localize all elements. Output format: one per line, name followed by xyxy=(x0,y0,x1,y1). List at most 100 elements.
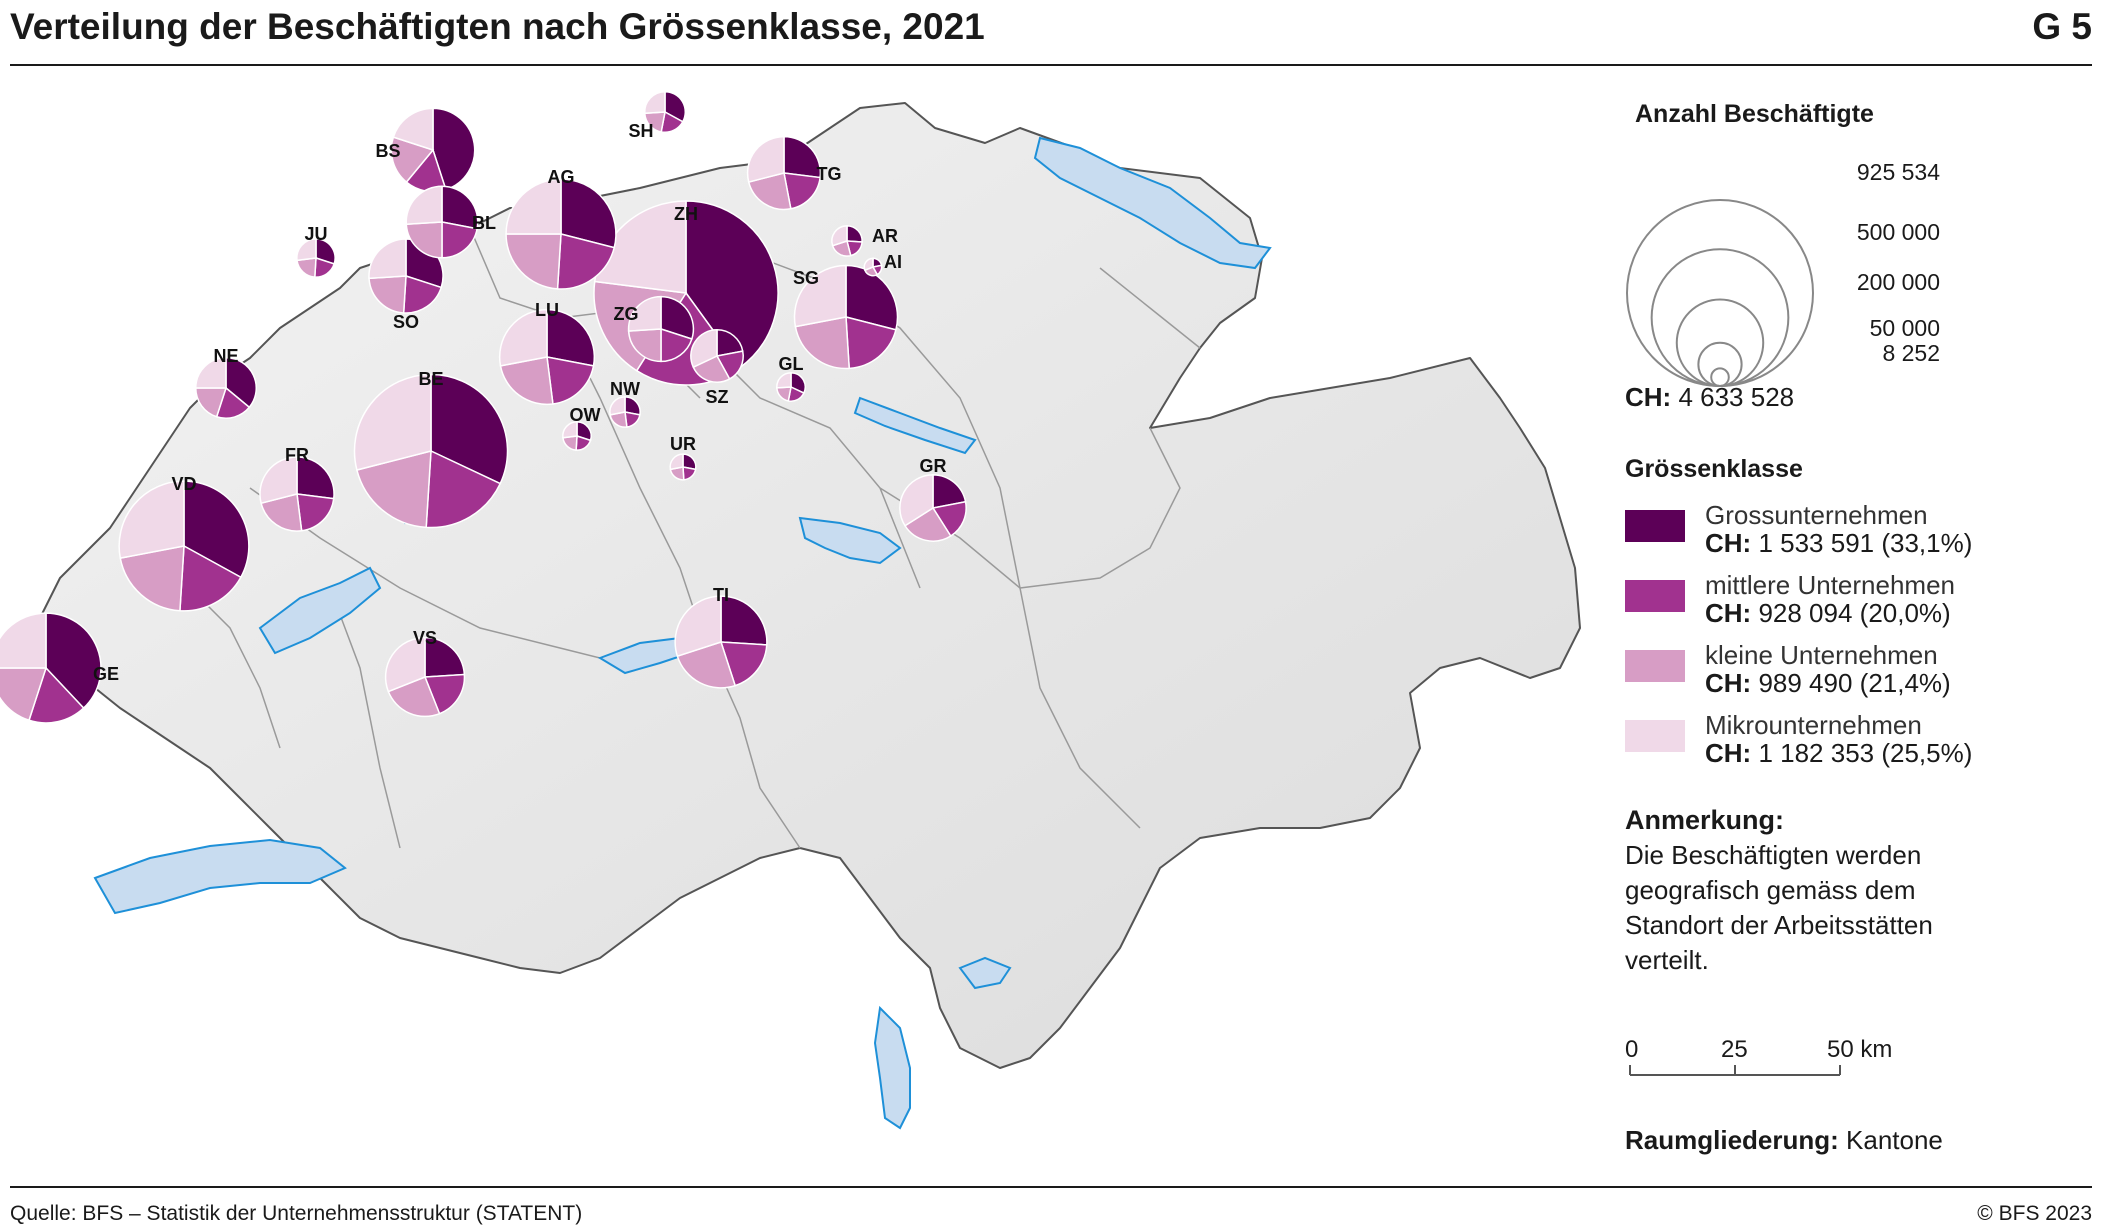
pie-slice-zg-1 xyxy=(660,327,693,363)
canton-label-so: SO xyxy=(393,312,419,332)
canton-label-vd: VD xyxy=(171,474,196,494)
pie-slice-vs-0 xyxy=(424,636,466,678)
pie-slice-ti-3 xyxy=(674,595,722,658)
pie-slice-fr-0 xyxy=(296,456,335,500)
category-name-mittlere: mittlere Unternehmen xyxy=(1705,570,1955,600)
pie-slice-so-3 xyxy=(368,238,407,280)
pie-slice-ag-3 xyxy=(505,178,562,235)
country-outline xyxy=(29,102,1581,1069)
pie-slice-ti-2 xyxy=(676,641,737,689)
figure-label: G 5 xyxy=(2032,6,2092,47)
pie-slice-so-2 xyxy=(368,275,407,314)
pie-slice-ju-3 xyxy=(296,238,317,262)
pie-slice-bl-2 xyxy=(405,221,443,259)
lake-maggiore xyxy=(873,1005,911,1130)
pie-slice-sh-3 xyxy=(644,90,666,115)
pie-slice-vd-3 xyxy=(118,480,185,560)
category-total-grossunternehmen: CH: 1 533 591 (33,1%) xyxy=(1705,528,1972,559)
pie-slice-ti-1 xyxy=(719,641,768,687)
lake-zurich xyxy=(853,396,977,455)
size-label-50000: 50 000 xyxy=(1870,315,1940,341)
size-label-500000: 500 000 xyxy=(1857,219,1940,245)
ch-total-prefix: CH: xyxy=(1625,382,1672,412)
scale-label-0: 0 xyxy=(1625,1036,1638,1063)
canton-label-tg: TG xyxy=(817,164,842,184)
category-total-mittlere: CH: 928 094 (20,0%) xyxy=(1705,598,1951,629)
pie-slice-ju-0 xyxy=(315,238,336,265)
pie-slice-gr-2 xyxy=(903,506,952,542)
lake-lugano xyxy=(958,956,1012,990)
pie-slice-ow-3 xyxy=(562,421,578,439)
footer-source: Quelle: BFS – Statistik der Unternehmens… xyxy=(10,1202,583,1225)
pie-ai: AI xyxy=(863,252,902,277)
pie-slice-sg-2 xyxy=(794,316,851,370)
canton-label-gl: GL xyxy=(779,354,804,374)
pie-slice-so-1 xyxy=(402,274,443,314)
pie-ag: AG xyxy=(505,167,617,290)
category-name-kleine: kleine Unternehmen xyxy=(1705,640,1938,670)
lake-lucerne xyxy=(798,516,902,565)
raum-label: Raumgliederung: xyxy=(1625,1125,1839,1155)
canton-label-ne: NE xyxy=(213,346,238,366)
canton-label-zh: ZH xyxy=(674,204,698,224)
pie-vd: VD xyxy=(118,474,250,612)
size-circle-4 xyxy=(1710,367,1730,388)
pie-lu: LU xyxy=(498,300,596,406)
category-total-value: 1 533 591 (33,1%) xyxy=(1758,528,1973,558)
pie-sh: SH xyxy=(628,90,687,141)
pie-sz: SZ xyxy=(690,329,744,407)
pie-slice-sz-3 xyxy=(690,329,718,369)
pie-slice-vd-1 xyxy=(179,544,242,612)
pie-slice-vs-3 xyxy=(384,636,426,693)
pie-slice-bs-3 xyxy=(392,107,434,152)
canton-label-zg: ZG xyxy=(614,304,639,324)
header-rule xyxy=(10,64,2092,66)
swatch-grossunternehmen xyxy=(1625,510,1685,542)
pie-slice-ai-3 xyxy=(863,257,874,272)
pie-bs: BS xyxy=(375,107,476,193)
pie-slice-ag-2 xyxy=(505,233,562,290)
class-legend-title: Grössenklasse xyxy=(1625,455,1803,483)
pie-slice-gr-1 xyxy=(931,500,967,538)
switzerland-map: ZH BE VD AG GE SG LU TI BS FR VS SO TG BL GR ZG NE SZ JU SH… xyxy=(0,90,1581,1130)
canton-label-ar: AR xyxy=(872,226,898,246)
canton-label-sz: SZ xyxy=(705,387,728,407)
pie-slice-sg-0 xyxy=(845,264,899,331)
pie-bl: BL xyxy=(405,185,496,259)
category-name-mikro: Mikrounternehmen xyxy=(1705,710,1922,740)
ch-prefix: CH: xyxy=(1705,528,1752,558)
note-title: Anmerkung: xyxy=(1625,805,1785,835)
pie-slice-ur-3 xyxy=(669,453,684,471)
pie-zh: ZH xyxy=(593,200,779,386)
pie-slice-vs-1 xyxy=(423,673,466,715)
pie-ar: AR xyxy=(831,225,898,257)
pie-slice-ju-2 xyxy=(296,257,317,278)
canton-label-lu: LU xyxy=(535,300,559,320)
pie-slice-tg-0 xyxy=(783,135,822,179)
size-legend-circles: 925 534 500 000 200 000 50 000 8 252 xyxy=(1626,159,1940,388)
pie-slice-fr-2 xyxy=(260,493,303,532)
pie-slice-ge-3 xyxy=(0,612,47,669)
pie-fr: FR xyxy=(259,445,335,532)
canton-label-ow: OW xyxy=(570,405,601,425)
scale-label-25: 25 xyxy=(1721,1036,1748,1063)
pie-slice-be-2 xyxy=(355,450,432,529)
pie-tg: TG xyxy=(746,135,842,211)
pie-slice-vd-0 xyxy=(183,480,250,579)
pie-gl: GL xyxy=(776,354,806,402)
pie-slice-nw-3 xyxy=(609,396,626,416)
canton-label-be: BE xyxy=(418,369,443,389)
note-line-1: Die Beschäftigten werden xyxy=(1625,840,1922,870)
size-circle-1 xyxy=(1650,248,1790,388)
pie-slice-lu-2 xyxy=(499,356,554,406)
pie-slice-gr-0 xyxy=(932,474,967,509)
size-label-200000: 200 000 xyxy=(1857,269,1940,295)
pie-slice-ag-1 xyxy=(556,233,616,290)
pie-slice-tg-2 xyxy=(747,172,792,211)
canton-label-ti: TI xyxy=(713,585,729,605)
pie-slice-be-3 xyxy=(353,373,432,471)
canton-label-bl: BL xyxy=(472,213,496,233)
raumgliederung: Raumgliederung: Kantone xyxy=(1625,1125,1943,1156)
pie-be: BE xyxy=(353,369,509,529)
pie-slice-gr-3 xyxy=(899,474,934,527)
